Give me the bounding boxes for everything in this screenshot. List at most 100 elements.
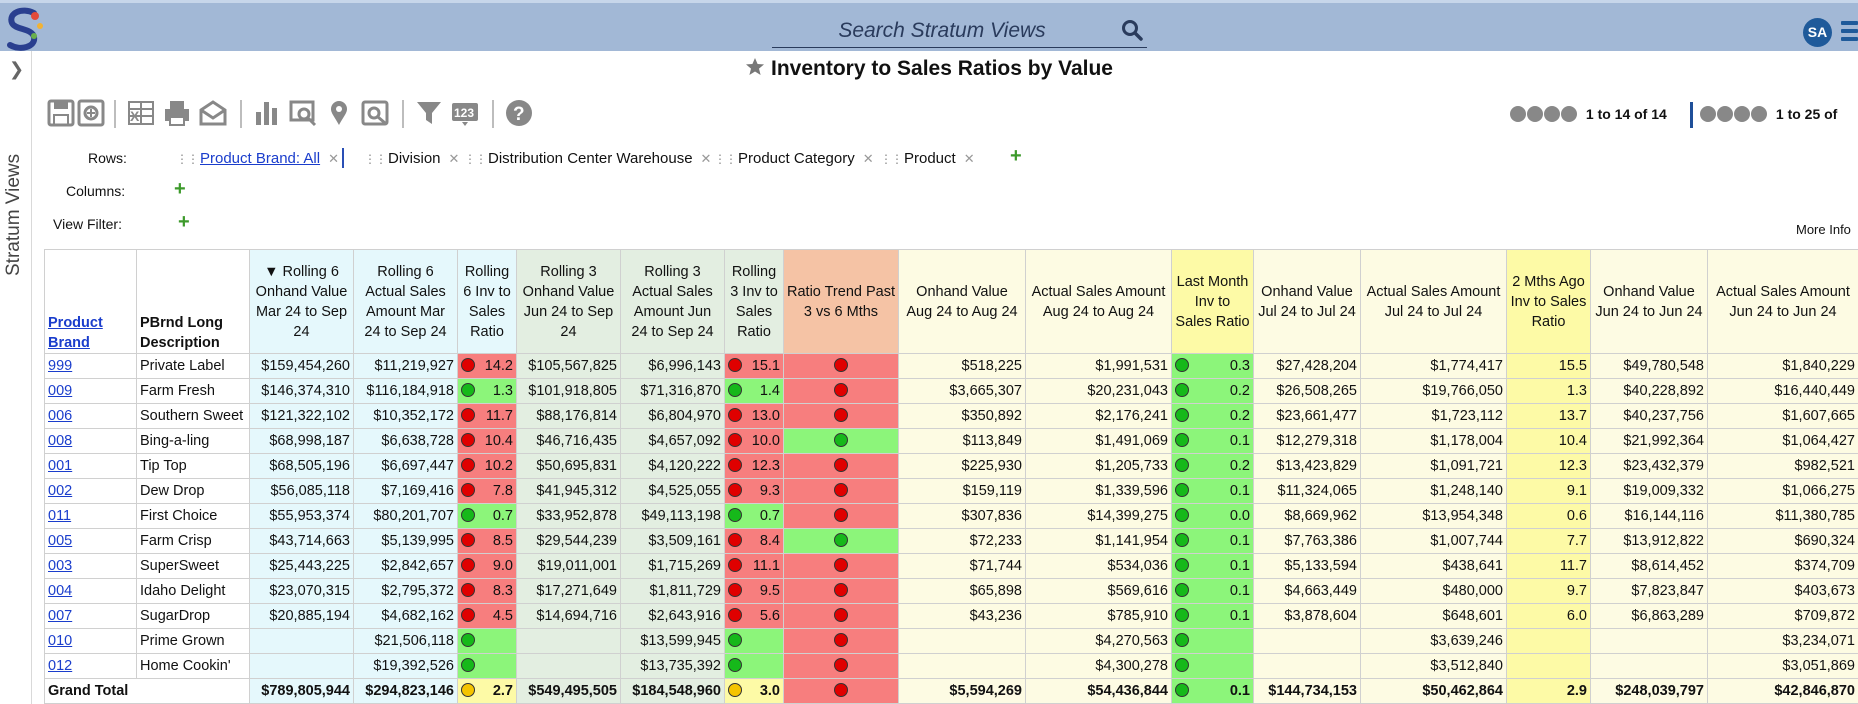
filter-icon[interactable]: [414, 98, 444, 128]
product-brand-link-cell[interactable]: 006: [44, 403, 137, 429]
row-chip-division[interactable]: ⋮⋮ Division ✕: [364, 150, 459, 167]
save-as-icon[interactable]: [76, 98, 106, 128]
product-brand-link[interactable]: 010: [48, 633, 73, 649]
preview-icon[interactable]: [360, 98, 390, 128]
excel-export-icon[interactable]: X: [126, 98, 156, 128]
close-icon[interactable]: ✕: [448, 151, 460, 166]
product-brand-link-cell[interactable]: 012: [44, 653, 137, 679]
row-chip-product[interactable]: ⋮⋮ Product ✕: [880, 150, 975, 167]
product-brand-link[interactable]: 011: [48, 508, 72, 524]
product-brand-link-cell[interactable]: 007: [44, 603, 137, 629]
last-page-down-icon[interactable]: [1561, 106, 1577, 122]
product-brand-link[interactable]: 006: [48, 408, 73, 424]
add-row-plus-icon[interactable]: +: [1010, 145, 1022, 167]
search-bar[interactable]: [772, 17, 1147, 48]
trend-red-dot-icon: [834, 458, 848, 472]
column-header-2-months-ago-ratio[interactable]: 2 Mths Ago Inv to Sales Ratio: [1506, 249, 1591, 354]
column-header-rolling6-ratio[interactable]: Rolling 6 Inv to Sales Ratio: [457, 249, 517, 354]
column-header-rolling6-onhand[interactable]: ▼ Rolling 6 Onhand Value Mar 24 to Sep 2…: [249, 249, 354, 354]
sort-link[interactable]: Product Brand: [48, 315, 103, 351]
product-brand-link-cell[interactable]: 008: [44, 428, 137, 454]
column-header-jul-onhand[interactable]: Onhand Value Jul 24 to Jul 24: [1253, 249, 1361, 354]
more-info-link[interactable]: More Info: [1796, 222, 1851, 237]
numeric-format-icon[interactable]: 123: [450, 98, 480, 128]
product-brand-link[interactable]: 009: [48, 383, 73, 399]
column-header-jun-sales[interactable]: Actual Sales Amount Jun 24 to Jun 24: [1707, 249, 1858, 354]
product-brand-link[interactable]: 003: [48, 558, 73, 574]
table-row: 002 Dew Drop $56,085,118 $7,169,416 7.8 $41,9…: [44, 478, 1858, 504]
add-filter-plus-icon[interactable]: +: [178, 211, 190, 233]
last-column-icon[interactable]: [1751, 106, 1767, 122]
drag-handle-icon[interactable]: ⋮⋮: [176, 152, 199, 166]
product-brand-link[interactable]: 004: [48, 583, 73, 599]
stratum-logo-icon[interactable]: [4, 7, 44, 51]
menu-icon[interactable]: [1841, 21, 1858, 45]
close-icon[interactable]: ✕: [700, 151, 712, 166]
side-panel-label[interactable]: Stratum Views: [3, 153, 24, 276]
next-column-icon[interactable]: [1734, 106, 1750, 122]
chart-icon[interactable]: [252, 98, 282, 128]
jul-onhand-value: $7,763,386: [1253, 528, 1361, 554]
row-chip-product-category[interactable]: ⋮⋮ Product Category ✕: [714, 150, 874, 167]
search-icon[interactable]: [1121, 19, 1143, 41]
search-input[interactable]: [772, 17, 1112, 45]
product-brand-link-cell[interactable]: 004: [44, 578, 137, 604]
column-header-last-month-ratio[interactable]: Last Month Inv to Sales Ratio: [1171, 249, 1254, 354]
page-up-icon[interactable]: [1527, 106, 1543, 122]
product-brand-link-cell[interactable]: 002: [44, 478, 137, 504]
trend-red-dot-icon: [834, 358, 848, 372]
map-pin-icon[interactable]: [324, 98, 354, 128]
product-brand-link[interactable]: 002: [48, 483, 73, 499]
drill-search-icon[interactable]: [288, 98, 318, 128]
close-icon[interactable]: ✕: [963, 151, 975, 166]
column-header-jul-sales[interactable]: Actual Sales Amount Jul 24 to Jul 24: [1360, 249, 1507, 354]
column-header-rolling6-sales[interactable]: Rolling 6 Actual Sales Amount Mar 24 to …: [353, 249, 458, 354]
row-chip-distribution-center-warehouse[interactable]: ⋮⋮ Distribution Center Warehouse ✕: [464, 150, 711, 167]
rows-label: Rows:: [88, 150, 127, 166]
first-page-up-icon[interactable]: [1510, 106, 1526, 122]
product-brand-link[interactable]: 007: [48, 608, 73, 624]
column-header-product-brand[interactable]: Product Brand: [44, 249, 137, 354]
column-header-rolling3-onhand[interactable]: Rolling 3 Onhand Value Jun 24 to Sep 24: [516, 249, 621, 354]
email-icon[interactable]: [198, 98, 228, 128]
rolling6-ratio: 8.5: [457, 528, 517, 554]
drag-handle-icon[interactable]: ⋮⋮: [364, 152, 387, 166]
product-brand-link[interactable]: 999: [48, 358, 73, 374]
page-down-icon[interactable]: [1544, 106, 1560, 122]
product-brand-link[interactable]: 001: [48, 458, 73, 474]
product-brand-link-cell[interactable]: 003: [44, 553, 137, 579]
product-brand-link-cell[interactable]: 010: [44, 628, 137, 654]
product-brand-link-cell[interactable]: 005: [44, 528, 137, 554]
previous-column-icon[interactable]: [1717, 106, 1733, 122]
chevron-right-icon[interactable]: ❯: [9, 59, 25, 79]
column-header-aug-sales[interactable]: Actual Sales Amount Aug 24 to Aug 24: [1025, 249, 1172, 354]
row-chip-product-brand[interactable]: ⋮⋮ Product Brand: All ✕: [176, 150, 339, 167]
close-icon[interactable]: ✕: [328, 151, 339, 166]
print-icon[interactable]: [162, 98, 192, 128]
column-header-aug-onhand[interactable]: Onhand Value Aug 24 to Aug 24: [898, 249, 1026, 354]
product-brand-link-cell[interactable]: 009: [44, 378, 137, 404]
close-icon[interactable]: ✕: [862, 151, 874, 166]
column-header-jun-onhand[interactable]: Onhand Value Jun 24 to Jun 24: [1590, 249, 1708, 354]
add-column-plus-icon[interactable]: +: [174, 178, 186, 200]
product-brand-link[interactable]: 008: [48, 433, 73, 449]
rolling3-ratio: 12.3: [724, 453, 784, 479]
product-brand-link[interactable]: 005: [48, 533, 73, 549]
product-brand-link-cell[interactable]: 999: [44, 353, 137, 379]
save-icon[interactable]: [46, 98, 76, 128]
drag-handle-icon[interactable]: ⋮⋮: [464, 152, 487, 166]
column-header-rolling3-sales[interactable]: Rolling 3 Actual Sales Amount Jun 24 to …: [620, 249, 725, 354]
column-header-ratio-trend[interactable]: Ratio Trend Past 3 vs 6 Mths: [783, 249, 899, 354]
drag-handle-icon[interactable]: ⋮⋮: [714, 152, 737, 166]
product-brand-link-cell[interactable]: 011: [44, 503, 137, 529]
favorite-star-icon[interactable]: [745, 57, 765, 77]
first-column-icon[interactable]: [1700, 106, 1716, 122]
product-brand-link-cell[interactable]: 001: [44, 453, 137, 479]
product-brand-link[interactable]: 012: [48, 658, 73, 674]
column-header-long-description[interactable]: PBrnd Long Description: [136, 249, 250, 354]
help-icon[interactable]: ?: [504, 98, 534, 128]
column-header-rolling3-ratio[interactable]: Rolling 3 Inv to Sales Ratio: [724, 249, 784, 354]
user-avatar[interactable]: SA: [1803, 18, 1832, 47]
product-brand-filter-link[interactable]: Product Brand: All: [200, 150, 321, 167]
drag-handle-icon[interactable]: ⋮⋮: [880, 152, 903, 166]
